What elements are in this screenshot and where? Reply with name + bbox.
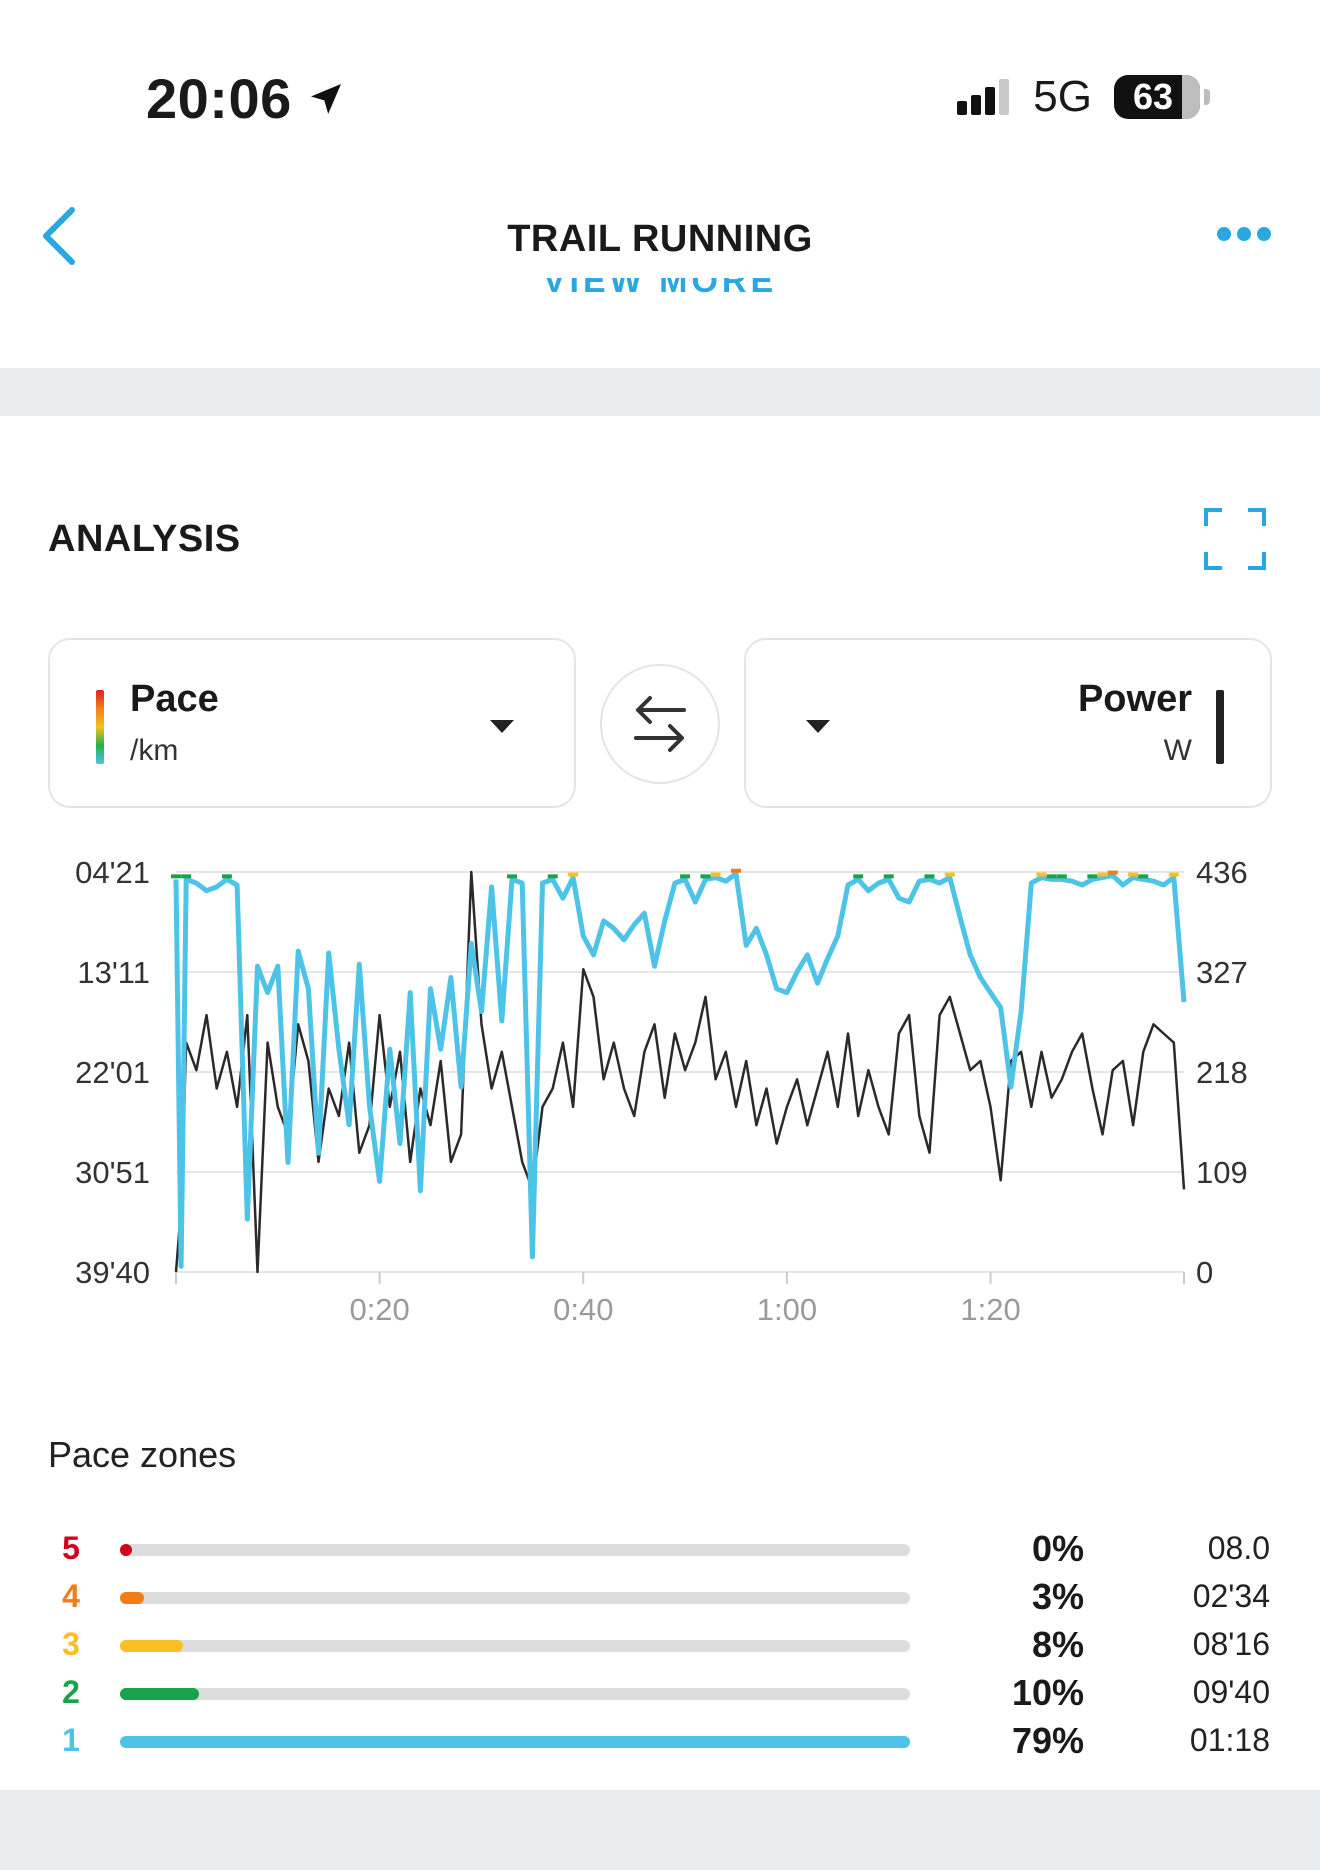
left-metric-title: Pace [130, 678, 219, 720]
battery-icon: 63 [1114, 75, 1210, 119]
section-divider [0, 368, 1320, 416]
zone-bar-fill [120, 1592, 144, 1604]
expand-icon [1204, 508, 1266, 570]
zone-bar-track [120, 1688, 910, 1700]
zone-bar-track [120, 1592, 910, 1604]
status-time: 20:06 [146, 66, 346, 131]
zone-percent: 0% [1031, 1528, 1084, 1569]
network-type: 5G [1033, 72, 1092, 121]
zone-number: 1 [62, 1722, 80, 1758]
pace-zone-row: 3 8% 08'16 [0, 1622, 1320, 1670]
power-color-legend [1216, 690, 1224, 764]
swap-metrics-button[interactable] [600, 664, 720, 784]
zone-bar-track [120, 1544, 910, 1556]
pace-series-line [173, 871, 1187, 1269]
battery-level: 63 [1132, 76, 1174, 117]
chevron-left-icon [43, 207, 75, 265]
pace-zones-title: Pace zones [48, 1434, 237, 1475]
location-arrow-icon [310, 83, 341, 114]
zone-time: 08.0 [1207, 1530, 1270, 1566]
right-metric-selector[interactable]: Power W [744, 638, 1272, 808]
zone-time: 09'40 [1192, 1674, 1270, 1710]
signal-strength-icon [957, 79, 1010, 115]
right-axis-tick-label: 0 [1196, 1255, 1213, 1290]
zone-bar-fill [120, 1640, 184, 1652]
pace-zone-row: 5 0% 08.0 [0, 1526, 1320, 1574]
swap-arrows-icon [634, 696, 686, 752]
status-indicators: 5G 63 [957, 72, 1210, 122]
x-axis-tick-label: 0:20 [349, 1292, 409, 1327]
zone-number: 4 [62, 1578, 80, 1614]
right-axis-tick-label: 436 [1196, 855, 1248, 890]
left-axis-tick-label: 39'40 [75, 1255, 150, 1290]
right-metric-title: Power [1077, 678, 1192, 720]
zone-percent: 3% [1031, 1576, 1084, 1617]
caret-down-icon [490, 720, 514, 733]
left-axis-tick-label: 30'51 [75, 1155, 150, 1190]
right-axis-tick-label: 218 [1196, 1055, 1248, 1090]
left-axis-tick-label: 22'01 [75, 1055, 150, 1090]
bottom-divider [0, 1790, 1320, 1870]
zone-time: 08'16 [1192, 1626, 1270, 1662]
zone-number: 2 [62, 1674, 80, 1710]
pace-zone-row: 4 3% 02'34 [0, 1574, 1320, 1622]
caret-down-icon [806, 720, 830, 733]
x-axis-tick-label: 1:00 [757, 1292, 817, 1327]
zone-bar-track [120, 1736, 910, 1748]
left-axis-tick-label: 04'21 [75, 855, 150, 890]
fullscreen-button[interactable] [1204, 508, 1266, 570]
x-axis-tick-label: 0:40 [553, 1292, 613, 1327]
zone-bar-fill [120, 1544, 132, 1556]
more-options-button[interactable] [1214, 222, 1274, 246]
zone-percent: 79% [1011, 1720, 1084, 1761]
zone-time: 01:18 [1189, 1722, 1270, 1758]
more-dots-icon [1217, 227, 1271, 241]
zone-bar-fill [120, 1736, 910, 1748]
view-more-label: VIEW MORE [542, 278, 778, 300]
right-axis-tick-label: 327 [1196, 955, 1248, 990]
zone-percent: 10% [1011, 1672, 1084, 1713]
pace-zone-row: 1 79% 01:18 [0, 1718, 1320, 1766]
page-title: TRAIL RUNNING [507, 218, 813, 260]
left-metric-selector[interactable]: Pace /km [48, 638, 576, 808]
back-button[interactable] [32, 200, 92, 270]
right-metric-unit: W [1163, 734, 1192, 767]
pace-color-legend [96, 690, 104, 764]
zone-percent: 8% [1031, 1624, 1084, 1665]
zone-number: 3 [62, 1626, 80, 1662]
zone-time: 02'34 [1192, 1578, 1270, 1614]
zone-bar-fill [120, 1688, 199, 1700]
pace-zone-row: 2 10% 09'40 [0, 1670, 1320, 1718]
right-axis-tick-label: 109 [1196, 1155, 1248, 1190]
status-time-text: 20:06 [146, 67, 292, 130]
left-axis-tick-label: 13'11 [77, 955, 150, 990]
view-more-link[interactable]: VIEW MORE [0, 278, 1320, 306]
zone-bar-track [120, 1640, 910, 1652]
zone-number: 5 [62, 1530, 80, 1566]
analysis-title: ANALYSIS [48, 518, 241, 560]
x-axis-tick-label: 1:20 [960, 1292, 1020, 1327]
left-metric-unit: /km [130, 734, 179, 767]
